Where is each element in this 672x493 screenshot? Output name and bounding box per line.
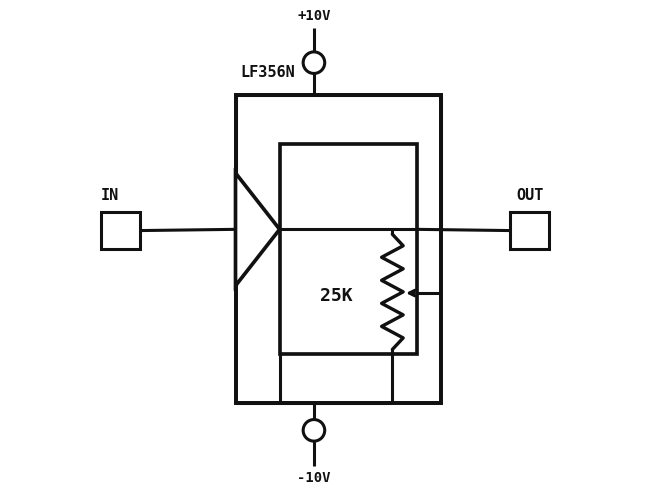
Bar (101, 212, 140, 249)
Circle shape (303, 52, 325, 73)
Text: 25K: 25K (320, 286, 352, 305)
Text: OUT: OUT (516, 187, 544, 203)
Bar (280, 143, 417, 354)
Text: +10V: +10V (297, 9, 331, 24)
Text: IN: IN (101, 187, 119, 203)
Polygon shape (235, 173, 280, 286)
Circle shape (303, 420, 325, 441)
Text: -10V: -10V (297, 471, 331, 485)
Bar (235, 95, 442, 403)
Bar (510, 212, 549, 249)
Text: LF356N: LF356N (241, 65, 295, 80)
